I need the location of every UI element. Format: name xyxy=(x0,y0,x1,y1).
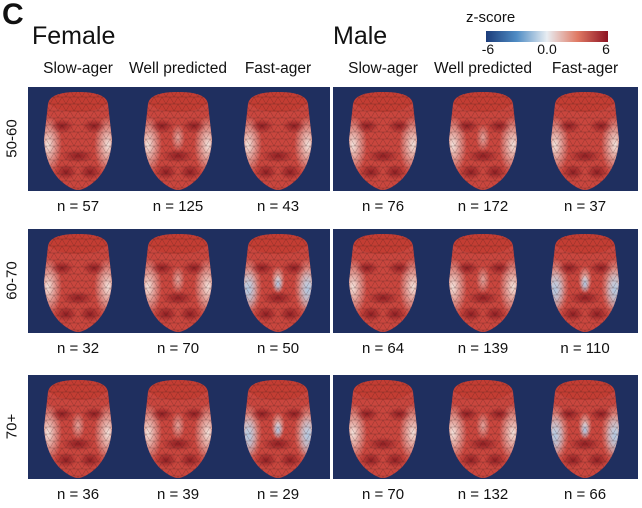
column-header: Well predicted xyxy=(129,60,227,77)
column-header: Fast-ager xyxy=(244,60,312,77)
colorbar-tick: 6 xyxy=(602,41,610,57)
face-heatmap xyxy=(545,232,625,332)
face-heatmap xyxy=(545,90,625,190)
sample-count: n = 172 xyxy=(457,198,509,215)
row-label-age: 50-60 xyxy=(3,119,21,158)
face-heatmap xyxy=(38,378,118,478)
sample-count: n = 70 xyxy=(361,486,405,503)
colorbar xyxy=(486,31,608,42)
column-header: Fast-ager xyxy=(551,60,619,77)
face-heatmap xyxy=(343,90,423,190)
sample-count: n = 66 xyxy=(563,486,607,503)
panel-letter: C xyxy=(2,0,24,31)
face-heatmap xyxy=(343,378,423,478)
sample-count: n = 125 xyxy=(152,198,204,215)
colorbar-tick: -6 xyxy=(481,41,495,57)
sample-count: n = 64 xyxy=(361,340,405,357)
face-heatmap xyxy=(38,232,118,332)
sample-count: n = 139 xyxy=(457,340,509,357)
group-title-female: Female xyxy=(32,22,116,50)
face-heatmap xyxy=(443,90,523,190)
face-heatmap xyxy=(138,378,218,478)
face-heatmap xyxy=(238,378,318,478)
face-heatmap xyxy=(443,378,523,478)
face-heatmap xyxy=(238,232,318,332)
sample-count: n = 70 xyxy=(156,340,200,357)
row-label-age: 70+ xyxy=(3,413,21,440)
sample-count: n = 43 xyxy=(256,198,300,215)
face-heatmap xyxy=(238,90,318,190)
row-label-age: 60-70 xyxy=(3,261,21,300)
face-heatmap xyxy=(443,232,523,332)
column-header: Slow-ager xyxy=(348,60,418,77)
sample-count: n = 37 xyxy=(563,198,607,215)
sample-count: n = 110 xyxy=(560,340,610,357)
column-header: Slow-ager xyxy=(43,60,113,77)
sample-count: n = 57 xyxy=(56,198,100,215)
face-heatmap xyxy=(343,232,423,332)
group-title-male: Male xyxy=(333,22,388,50)
colorbar-tick: 0.0 xyxy=(537,41,557,57)
sample-count: n = 50 xyxy=(256,340,300,357)
column-header: Well predicted xyxy=(434,60,532,77)
sample-count: n = 36 xyxy=(56,486,100,503)
sample-count: n = 29 xyxy=(256,486,300,503)
sample-count: n = 32 xyxy=(56,340,100,357)
face-heatmap xyxy=(138,232,218,332)
sample-count: n = 76 xyxy=(361,198,405,215)
colorbar-title: z-score xyxy=(466,9,516,26)
sample-count: n = 39 xyxy=(156,486,200,503)
face-heatmap xyxy=(138,90,218,190)
face-heatmap xyxy=(38,90,118,190)
face-heatmap xyxy=(545,378,625,478)
sample-count: n = 132 xyxy=(457,486,509,503)
